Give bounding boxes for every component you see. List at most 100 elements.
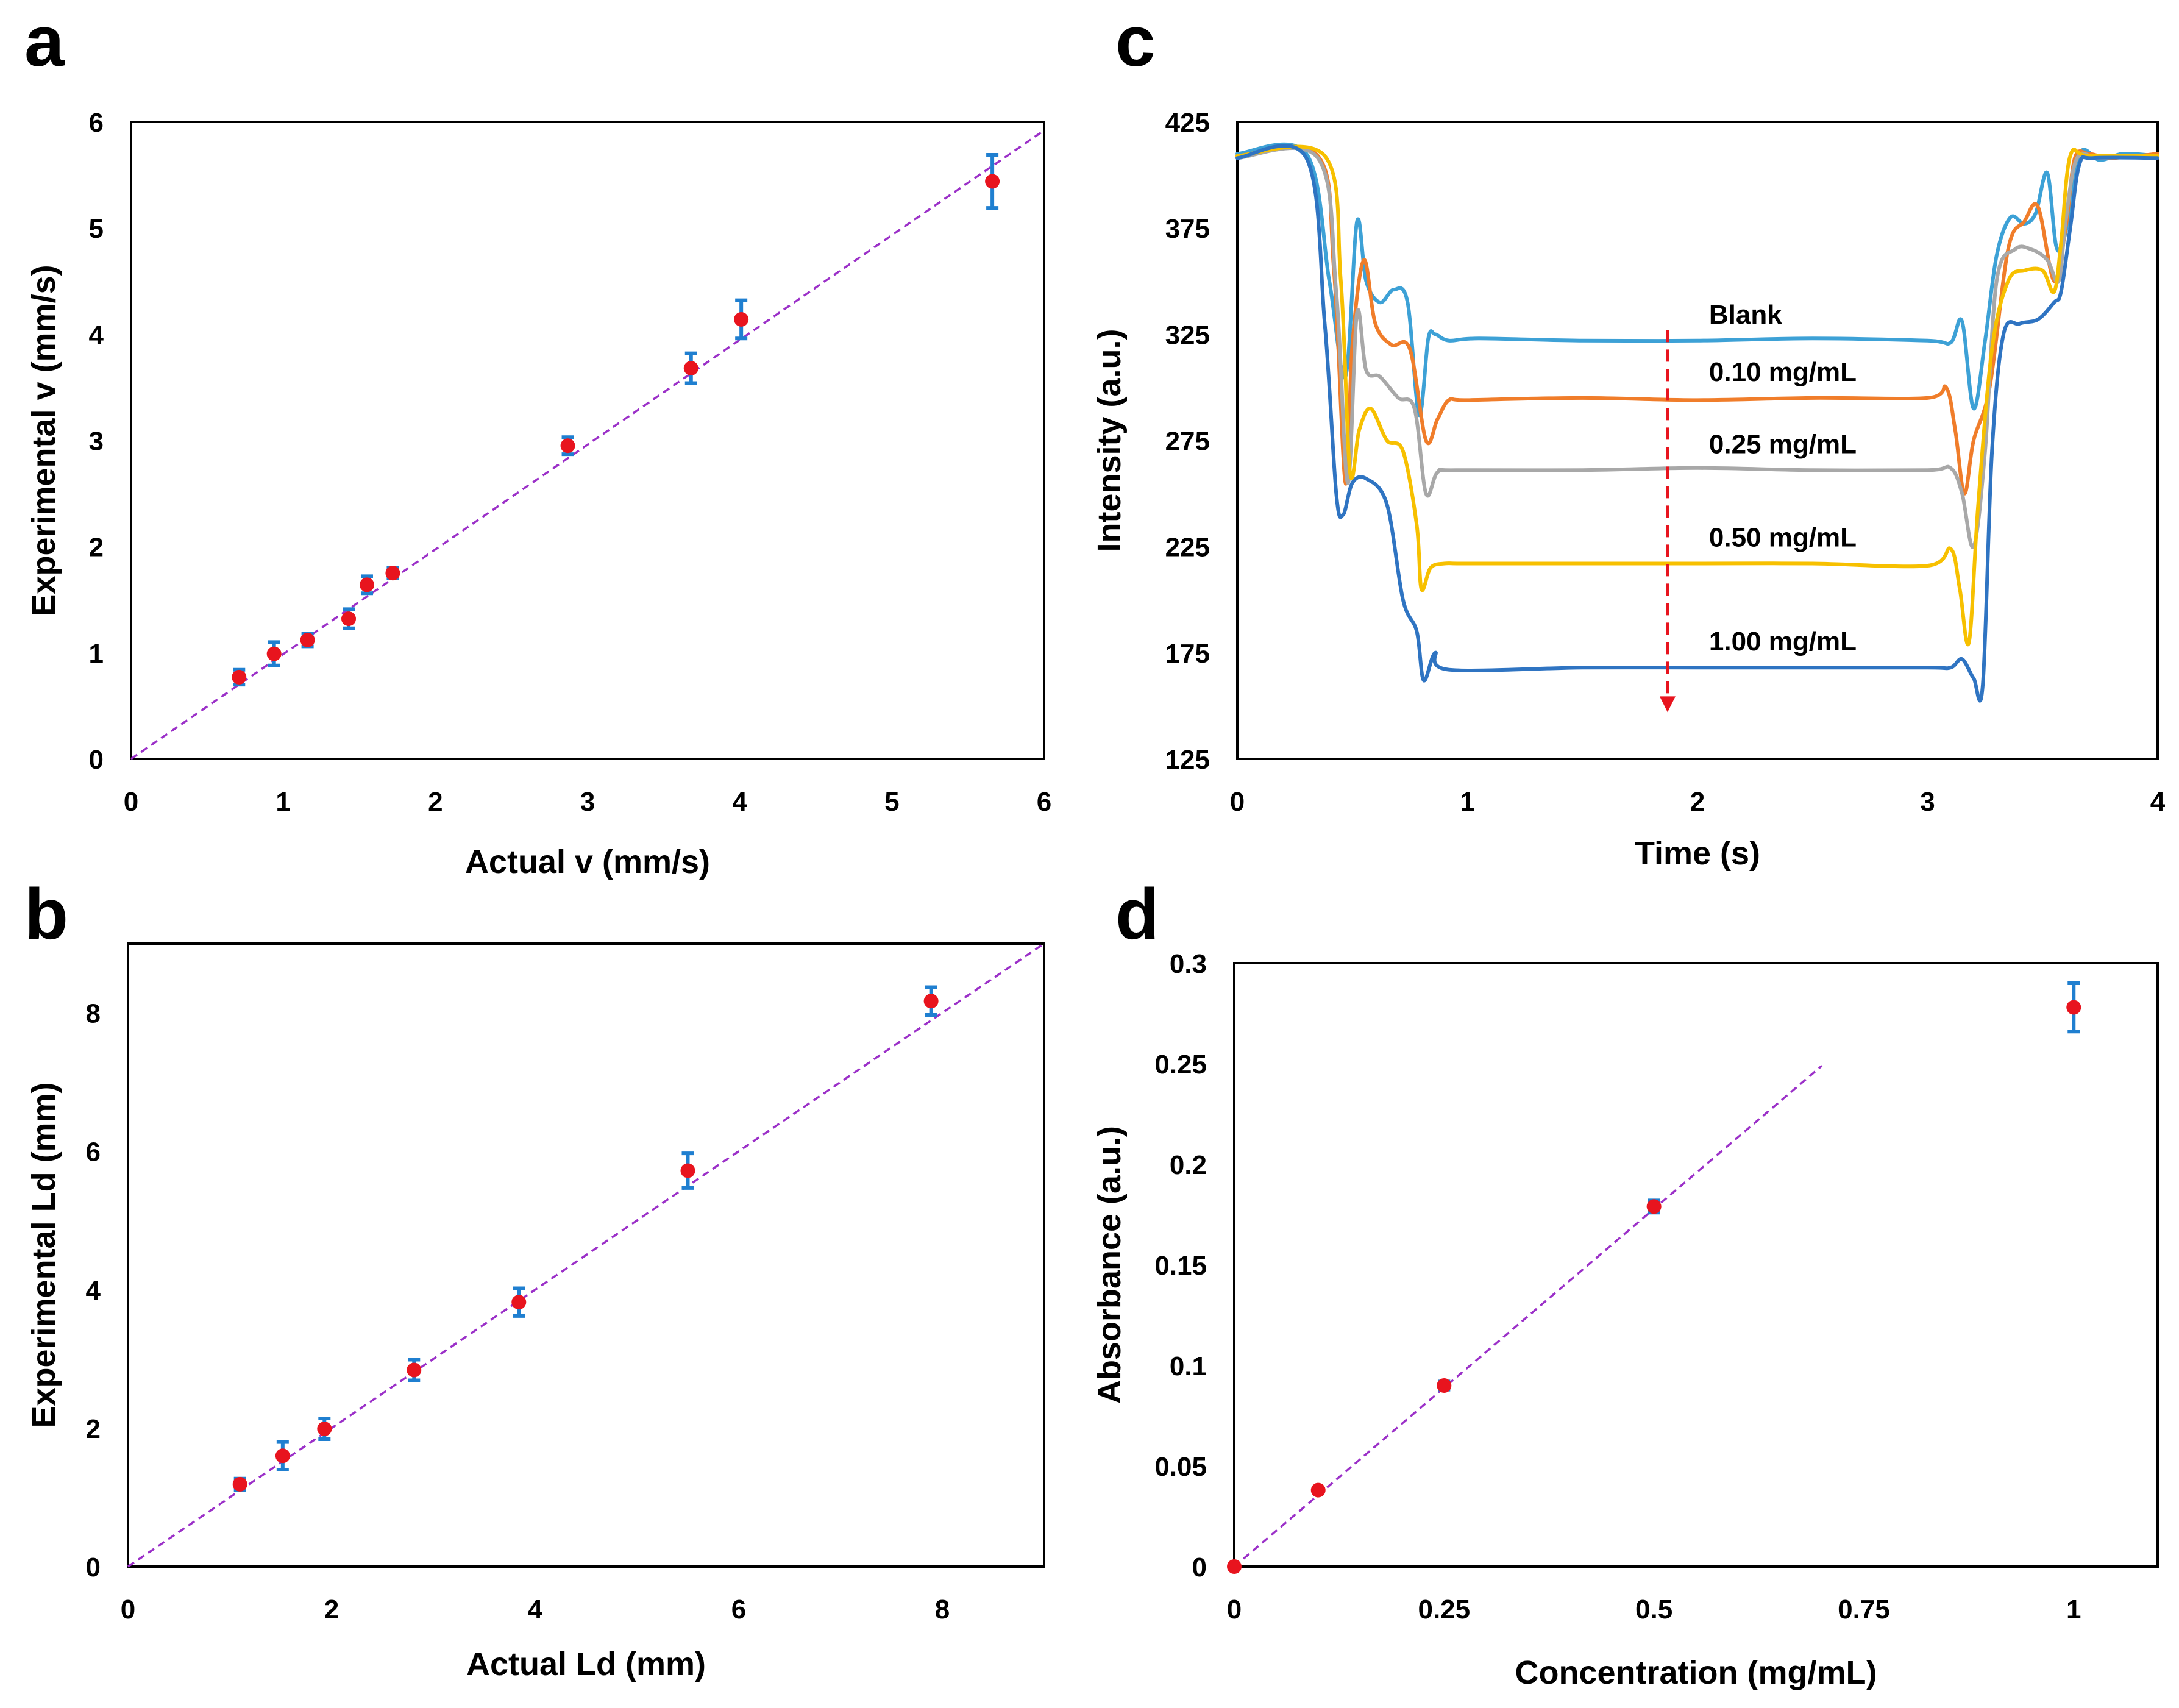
y-tick-label: 5: [89, 214, 104, 244]
y-tick-label: 0.1: [1170, 1351, 1207, 1381]
panel-letter-a: a: [24, 1, 65, 82]
x-tick-label: 6: [731, 1595, 746, 1624]
series-label-4: 1.00 mg/mL: [1709, 627, 1857, 657]
chart-b: 0 2 4 6 8 0 2 4 6 8 Actual Ld (mm) Experimental Ld …: [26, 942, 1045, 1682]
concentration-arrow-head: [1659, 696, 1676, 713]
data-point: [300, 632, 315, 647]
x-tick-label: 2: [1690, 787, 1705, 817]
y-tick-label: 0.15: [1154, 1251, 1207, 1281]
y-tick-label: 8: [86, 999, 101, 1029]
y-tick-label: 325: [1165, 320, 1210, 350]
series-label-0: Blank: [1709, 300, 1782, 330]
panel-letter-c: c: [1115, 1, 1156, 82]
y-tick-label: 125: [1165, 745, 1210, 775]
x-tick-label: 0.75: [1838, 1595, 1890, 1624]
y-tick-label: 175: [1165, 639, 1210, 669]
data-point: [985, 174, 1000, 189]
x-tick-label: 0.5: [1635, 1595, 1672, 1624]
plot-frame: [130, 121, 1045, 760]
plot-frame: [1233, 962, 2159, 1568]
data-point: [1310, 1482, 1326, 1498]
y-tick-label: 375: [1165, 214, 1210, 244]
x-tick-label: 4: [732, 787, 747, 817]
x-tick-label: 1: [1460, 787, 1474, 817]
data-point: [1437, 1378, 1452, 1393]
x-tick-label: 0: [1230, 787, 1245, 817]
series-line-0: [1235, 142, 2159, 417]
y-tick-label: 225: [1165, 533, 1210, 563]
data-point: [680, 1163, 695, 1178]
data-point: [266, 646, 282, 661]
data-point: [232, 669, 247, 685]
y-axis-title: Absorbance (a.u.): [1091, 1126, 1128, 1404]
data-point: [385, 566, 400, 581]
data-point: [734, 311, 749, 327]
y-tick-label: 6: [86, 1137, 101, 1167]
x-tick-label: 4: [2150, 787, 2166, 817]
panel-letter-d: d: [1115, 874, 1159, 955]
data-point: [317, 1422, 332, 1437]
data-point: [560, 438, 575, 454]
y-tick-label: 0: [86, 1553, 101, 1582]
series-label-1: 0.10 mg/mL: [1709, 357, 1857, 387]
x-tick-label: 0: [124, 787, 138, 817]
series-label-2: 0.25 mg/mL: [1709, 429, 1857, 459]
data-point: [232, 1476, 247, 1492]
panel-letter-b: b: [24, 874, 68, 955]
chart-a: 0 1 2 3 4 5 6 0 1 2 3 4 5 6 Actual v (mm/s) Experimenta…: [26, 108, 1051, 880]
x-tick-label: 3: [580, 787, 595, 817]
x-tick-label: 1: [2066, 1595, 2081, 1624]
y-tick-label: 0.3: [1170, 949, 1207, 979]
x-tick-label: 6: [1037, 787, 1051, 817]
x-axis-title: Actual v (mm/s): [465, 844, 710, 880]
series-line-1: [1235, 145, 2159, 496]
y-tick-label: 4: [86, 1276, 101, 1306]
x-axis-title: Actual Ld (mm): [466, 1646, 706, 1682]
fit-line: [1233, 1064, 1823, 1568]
data-point: [341, 611, 357, 627]
y-tick-label: 0: [89, 745, 104, 775]
x-tick-label: 5: [884, 787, 899, 817]
fit-line: [130, 129, 1045, 760]
y-axis-title: Intensity (a.u.): [1091, 329, 1128, 552]
data-point: [407, 1362, 422, 1378]
y-tick-label: 0.25: [1154, 1050, 1207, 1080]
x-tick-label: 0: [121, 1595, 135, 1624]
y-tick-label: 0.2: [1170, 1150, 1207, 1180]
data-point: [511, 1295, 527, 1310]
y-axis-title: Experimental Ld (mm): [26, 1082, 62, 1428]
y-tick-label: 1: [89, 639, 104, 669]
plot-frame: [127, 942, 1045, 1568]
x-tick-label: 8: [935, 1595, 950, 1624]
data-point: [1646, 1199, 1662, 1214]
y-tick-label: 0: [1192, 1553, 1207, 1582]
x-tick-label: 1: [275, 787, 290, 817]
series-line-2: [1235, 146, 2159, 549]
y-tick-label: 3: [89, 427, 104, 457]
x-axis-title: Time (s): [1635, 835, 1760, 872]
y-tick-label: 275: [1165, 427, 1210, 457]
y-tick-label: 2: [86, 1414, 101, 1444]
plot-frame: [1236, 121, 2159, 760]
fit-line: [127, 942, 1045, 1568]
series-label-3: 0.50 mg/mL: [1709, 523, 1857, 553]
y-tick-label: 2: [89, 533, 104, 563]
chart-c: 0 1 2 3 4 125 175 225 275 325 375 425 Time (s) Intens…: [1091, 108, 2166, 872]
data-point: [2066, 1000, 2081, 1015]
y-tick-label: 6: [89, 108, 104, 138]
series-line-3: [1235, 144, 2159, 647]
series-line-4: [1235, 144, 2159, 703]
data-point: [923, 994, 939, 1009]
data-point: [1227, 1559, 1242, 1574]
data-point: [683, 361, 698, 376]
y-tick-label: 0.05: [1154, 1452, 1207, 1482]
x-tick-label: 0: [1227, 1595, 1242, 1624]
y-tick-label: 4: [89, 320, 104, 350]
x-tick-label: 0.25: [1418, 1595, 1470, 1624]
y-axis-title: Experimental v (mm/s): [26, 265, 62, 616]
x-axis-title: Concentration (mg/mL): [1515, 1654, 1877, 1691]
x-tick-label: 2: [428, 787, 443, 817]
x-tick-label: 3: [1920, 787, 1935, 817]
data-point: [275, 1448, 290, 1464]
